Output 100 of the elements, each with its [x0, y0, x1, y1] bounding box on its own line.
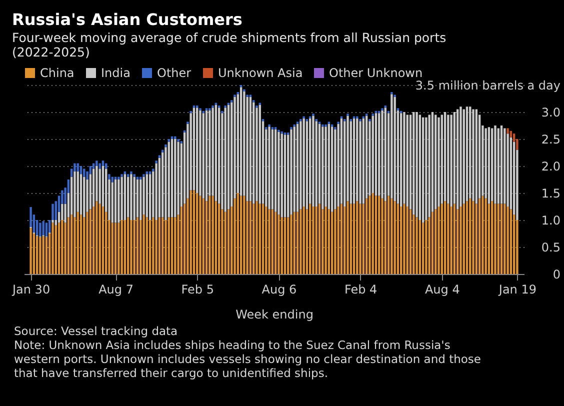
- bar: [45, 237, 48, 274]
- bar: [240, 87, 242, 196]
- bar: [214, 104, 218, 202]
- bar: [494, 126, 496, 204]
- bar: [262, 204, 264, 274]
- bar: [434, 209, 437, 274]
- y-tick-label: 2.0: [541, 160, 560, 174]
- bar: [428, 114, 430, 218]
- bar: [118, 176, 120, 180]
- x-tick-label: Feb 5: [181, 282, 214, 296]
- bar: [118, 180, 120, 223]
- bar: [61, 204, 64, 220]
- y-tick-label: 0.5: [541, 240, 560, 254]
- bar: [416, 112, 418, 218]
- bar: [52, 204, 54, 220]
- bar: [102, 206, 104, 274]
- bar: [130, 171, 132, 174]
- bar: [161, 217, 164, 274]
- bar: [381, 110, 384, 198]
- bar: [177, 142, 180, 215]
- bar: [469, 106, 472, 198]
- bar: [224, 108, 226, 212]
- legend-label: China: [40, 66, 74, 80]
- bar: [504, 204, 506, 274]
- bar: [280, 134, 283, 218]
- bar: [98, 204, 101, 274]
- bar: [469, 198, 472, 274]
- bar: [136, 217, 139, 274]
- bar: [268, 209, 270, 274]
- bar: [460, 106, 462, 206]
- bar: [330, 212, 334, 274]
- bar: [434, 114, 437, 210]
- bar: [92, 168, 95, 206]
- bar: [80, 214, 82, 274]
- bar: [472, 109, 474, 202]
- bar: [45, 222, 48, 236]
- bar: [86, 212, 88, 274]
- x-axis-title: Week ending: [236, 308, 314, 322]
- bar: [378, 196, 380, 274]
- bar: [98, 163, 101, 169]
- bar: [462, 204, 465, 274]
- bar: [284, 134, 286, 218]
- bar: [403, 112, 406, 204]
- bar: [205, 110, 208, 202]
- bar: [190, 110, 192, 114]
- bar: [422, 222, 424, 274]
- bar: [462, 109, 465, 204]
- bar: [249, 201, 252, 274]
- x-tick-label: Aug 4: [424, 282, 460, 296]
- bar: [76, 212, 79, 274]
- bar: [287, 217, 290, 274]
- bar: [249, 96, 252, 202]
- bar: [422, 117, 424, 223]
- bar: [30, 228, 32, 274]
- bar: [36, 236, 38, 274]
- bar: [278, 214, 280, 274]
- bar: [164, 220, 167, 274]
- bar: [418, 220, 422, 274]
- bar: [152, 217, 154, 274]
- bar: [130, 220, 132, 274]
- bar: [456, 109, 459, 210]
- bar: [258, 204, 261, 274]
- bar: [83, 176, 86, 218]
- bar: [42, 236, 44, 274]
- bar: [510, 209, 512, 274]
- legend-label: India: [101, 66, 130, 80]
- bar: [98, 168, 101, 204]
- bar: [506, 206, 509, 274]
- bar: [274, 129, 277, 212]
- bar: [460, 206, 462, 274]
- bar: [192, 108, 196, 190]
- bar: [284, 217, 286, 274]
- bar: [372, 193, 374, 274]
- bar: [199, 196, 202, 274]
- bar: [475, 109, 478, 204]
- x-tick-label: Jan 19: [498, 282, 537, 296]
- bar: [236, 193, 240, 274]
- bar: [296, 212, 299, 274]
- bar: [330, 126, 334, 212]
- bar: [126, 176, 130, 218]
- bar: [133, 176, 136, 220]
- x-tick-label: Jan 30: [11, 282, 50, 296]
- bar: [409, 209, 412, 274]
- bar: [202, 198, 204, 274]
- bar: [278, 132, 280, 215]
- bar: [497, 204, 500, 274]
- bar: [221, 110, 224, 114]
- source-note: Source: Vessel tracking data: [14, 324, 179, 338]
- bar: [472, 201, 474, 274]
- bar: [324, 124, 327, 127]
- x-tick-label: Aug 6: [262, 282, 297, 296]
- bar: [381, 198, 384, 274]
- bar: [497, 128, 500, 204]
- bar: [293, 212, 296, 274]
- bar: [440, 204, 443, 274]
- bar: [174, 139, 176, 218]
- bar: [362, 118, 365, 204]
- bar: [488, 127, 490, 204]
- bar: [340, 118, 343, 204]
- bar: [500, 204, 503, 274]
